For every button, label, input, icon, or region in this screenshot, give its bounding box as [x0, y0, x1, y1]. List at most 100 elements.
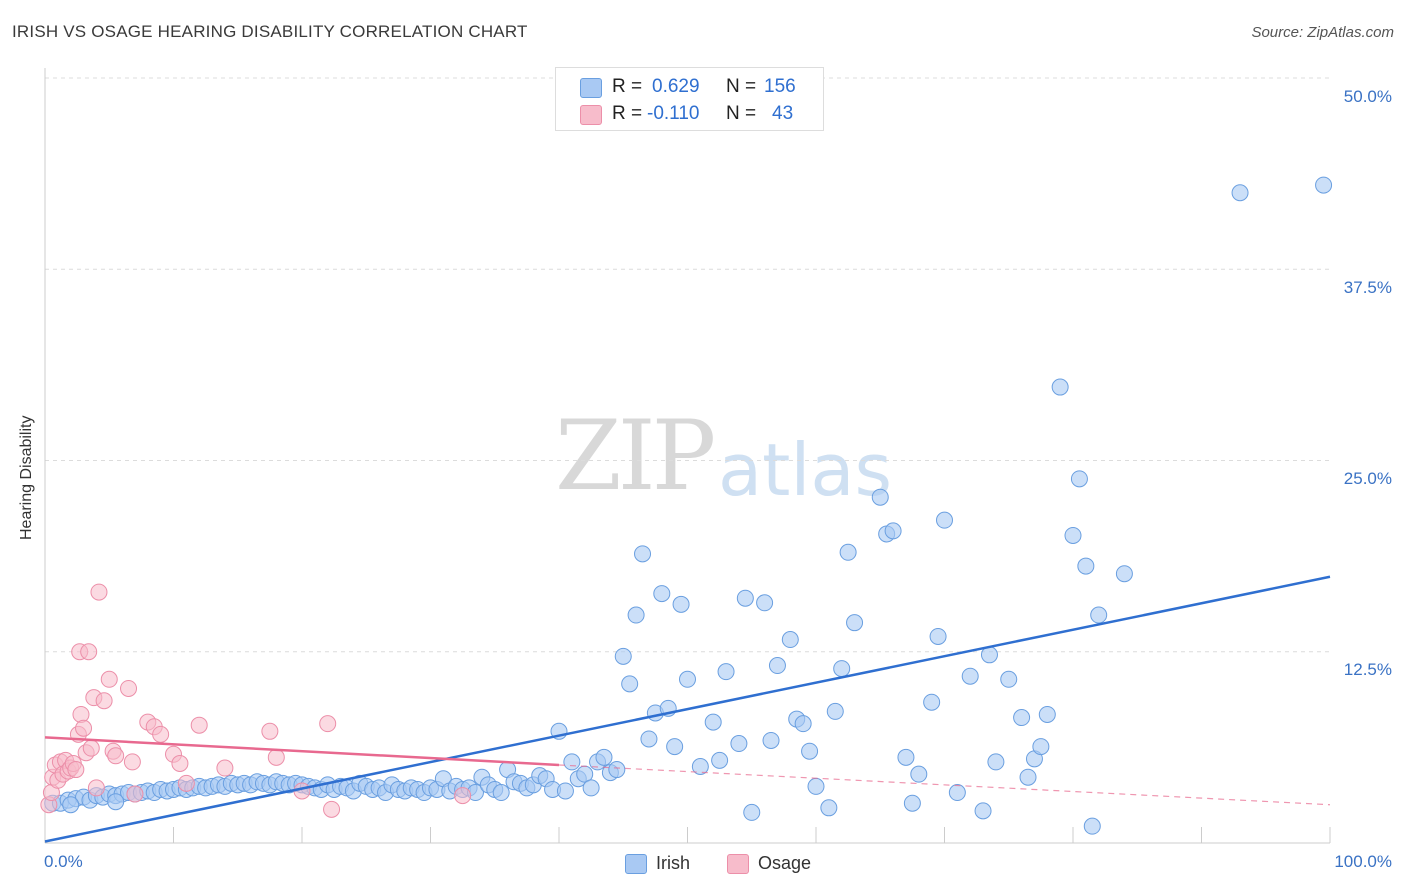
osage-point [190, 716, 208, 734]
osage-point [267, 748, 285, 766]
n-value: 156 [764, 76, 796, 97]
irish-point [582, 779, 600, 797]
irish-point [936, 511, 953, 529]
irish-point [807, 777, 825, 795]
irish-point [910, 765, 928, 783]
osage-point [123, 753, 141, 771]
irish-point [756, 594, 774, 612]
stats-legend: R = 0.629 N = 156 R = -0.110 N = 43 [555, 67, 824, 131]
r-value: 0.629 [652, 76, 700, 97]
osage-point [82, 739, 100, 757]
irish-point [1038, 705, 1056, 723]
irish-swatch [580, 78, 602, 98]
osage-legend-swatch [727, 854, 749, 874]
irish-point [1070, 470, 1088, 488]
irish-point [627, 606, 645, 624]
irish-point [1090, 606, 1108, 624]
osage-point [95, 692, 113, 710]
osage-point [293, 782, 311, 800]
irish-point [556, 782, 574, 800]
irish-point [762, 731, 780, 749]
irish-point [871, 488, 889, 506]
irish-point [1231, 184, 1249, 202]
irish-point [62, 796, 80, 814]
irish-point [1315, 176, 1333, 194]
irish-point [826, 702, 844, 720]
irish-point [884, 522, 902, 540]
osage-point [454, 787, 472, 805]
osage-point [171, 754, 189, 772]
irish-point [801, 742, 819, 760]
irish-point [595, 748, 613, 766]
legend-row-osage: R = -0.110 N = 43 [556, 101, 823, 127]
watermark-atlas: atlas [718, 428, 892, 512]
n-label: N = [726, 76, 757, 97]
irish-point [563, 753, 581, 771]
irish-point [672, 595, 690, 613]
osage-trend-extension [558, 764, 1331, 806]
osage-swatch [580, 105, 602, 125]
osage-point [120, 679, 138, 697]
irish-point [621, 675, 639, 693]
irish-point [923, 693, 941, 711]
osage-legend-label: Osage [758, 853, 812, 873]
irish-point [614, 647, 632, 665]
irish-point [961, 667, 979, 685]
watermark-zip: ZIP [555, 400, 716, 512]
irish-point [704, 713, 722, 731]
osage-point [319, 715, 337, 733]
n-value: 43 [772, 103, 794, 124]
irish-point [1013, 709, 1031, 727]
osage-point [100, 670, 118, 688]
irish-point [107, 793, 125, 811]
irish-point [743, 803, 761, 821]
irish-point [794, 715, 812, 733]
irish-point [736, 589, 754, 607]
osage-point [107, 747, 125, 765]
x-tick-label-min: 0.0% [44, 852, 83, 871]
source-label: Source: ZipAtlas.com [1251, 24, 1394, 41]
irish-point [653, 585, 671, 603]
osage-point [75, 719, 93, 737]
irish-point [634, 545, 652, 563]
y-axis-label: Hearing Disability [18, 415, 35, 541]
r-label: R = [612, 76, 643, 97]
irish-point [691, 758, 709, 775]
osage-point [72, 705, 90, 723]
irish-point [730, 735, 748, 753]
irish-point [768, 657, 786, 675]
irish-point [833, 660, 851, 678]
osage-point [261, 722, 279, 740]
legend-row-irish: R = 0.629 N = 156 [556, 74, 823, 100]
irish-point [903, 794, 921, 812]
irish-point [1083, 817, 1101, 835]
irish-point [781, 631, 799, 649]
osage-point [216, 759, 234, 777]
irish-point [1032, 738, 1050, 756]
irish-point [897, 748, 915, 766]
osage-trend-line [44, 736, 560, 767]
osage-point [90, 583, 108, 601]
irish-legend-swatch [625, 854, 647, 874]
irish-trend-line [44, 575, 1331, 843]
osage-point [152, 725, 170, 743]
x-tick-label-max: 100.0% [1334, 852, 1392, 871]
osage-point [323, 800, 341, 818]
irish-point [948, 784, 966, 802]
y-tick-label: 37.5% [1343, 278, 1392, 297]
irish-point [846, 614, 864, 632]
irish-point [987, 753, 1005, 771]
irish-point [974, 802, 992, 820]
r-value: -0.110 [647, 103, 700, 124]
irish-point [1077, 557, 1095, 575]
chart-title: IRISH VS OSAGE HEARING DISABILITY CORREL… [12, 22, 528, 41]
osage-point [67, 761, 85, 779]
irish-point [1115, 565, 1133, 583]
y-tick-label: 12.5% [1343, 660, 1392, 679]
irish-point [1064, 526, 1082, 544]
y-tick-label: 25.0% [1343, 469, 1392, 488]
irish-point [640, 730, 658, 748]
irish-point [666, 738, 684, 756]
irish-point [1051, 378, 1069, 396]
